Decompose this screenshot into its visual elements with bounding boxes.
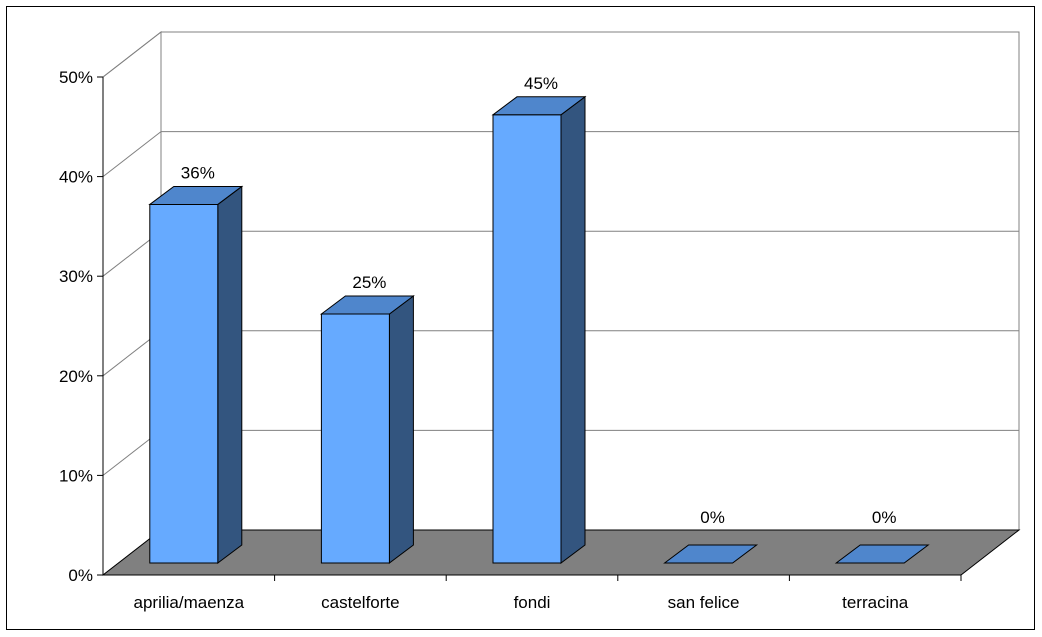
back-wall bbox=[160, 31, 1020, 531]
x-tick-label: san felice bbox=[668, 593, 740, 612]
bar bbox=[491, 95, 587, 564]
bar-top bbox=[491, 96, 587, 116]
data-label: 45% bbox=[524, 74, 558, 93]
bar-front bbox=[320, 313, 390, 564]
y-tick-label: 40% bbox=[59, 168, 93, 187]
x-tick-label: aprilia/maenza bbox=[134, 593, 245, 612]
y-tick-label: 50% bbox=[59, 68, 93, 87]
gridlines bbox=[102, 31, 1019, 476]
data-label: 25% bbox=[352, 273, 386, 292]
bar-side bbox=[388, 295, 414, 564]
x-tick-label: castelforte bbox=[321, 593, 399, 612]
bar-side bbox=[217, 185, 243, 564]
bar-top bbox=[663, 544, 759, 564]
gridline-side bbox=[102, 31, 162, 78]
y-tick-label: 10% bbox=[59, 466, 93, 485]
bar-front bbox=[149, 203, 219, 564]
bars bbox=[148, 95, 930, 564]
gridline-side bbox=[102, 131, 162, 177]
bar-top bbox=[834, 544, 930, 564]
bar-top bbox=[148, 185, 244, 205]
labels: 0% 10% 20% 30% 40% 50% 36% aprilia/maenza 25% cas… bbox=[59, 68, 909, 612]
x-tick-label: terracina bbox=[842, 593, 909, 612]
axes bbox=[97, 76, 962, 581]
bar bbox=[834, 544, 930, 564]
data-label: 0% bbox=[700, 508, 725, 527]
y-tick-label: 0% bbox=[68, 566, 93, 585]
bar bbox=[663, 544, 759, 564]
bar-side bbox=[560, 95, 586, 564]
bar-top bbox=[319, 295, 415, 315]
data-label: 36% bbox=[181, 163, 215, 182]
bar bbox=[319, 295, 415, 564]
bar bbox=[148, 185, 244, 564]
y-tick-label: 30% bbox=[59, 267, 93, 286]
x-tick-label: fondi bbox=[514, 593, 551, 612]
bar-front bbox=[492, 114, 562, 564]
y-tick-label: 20% bbox=[59, 367, 93, 386]
data-label: 0% bbox=[872, 508, 897, 527]
